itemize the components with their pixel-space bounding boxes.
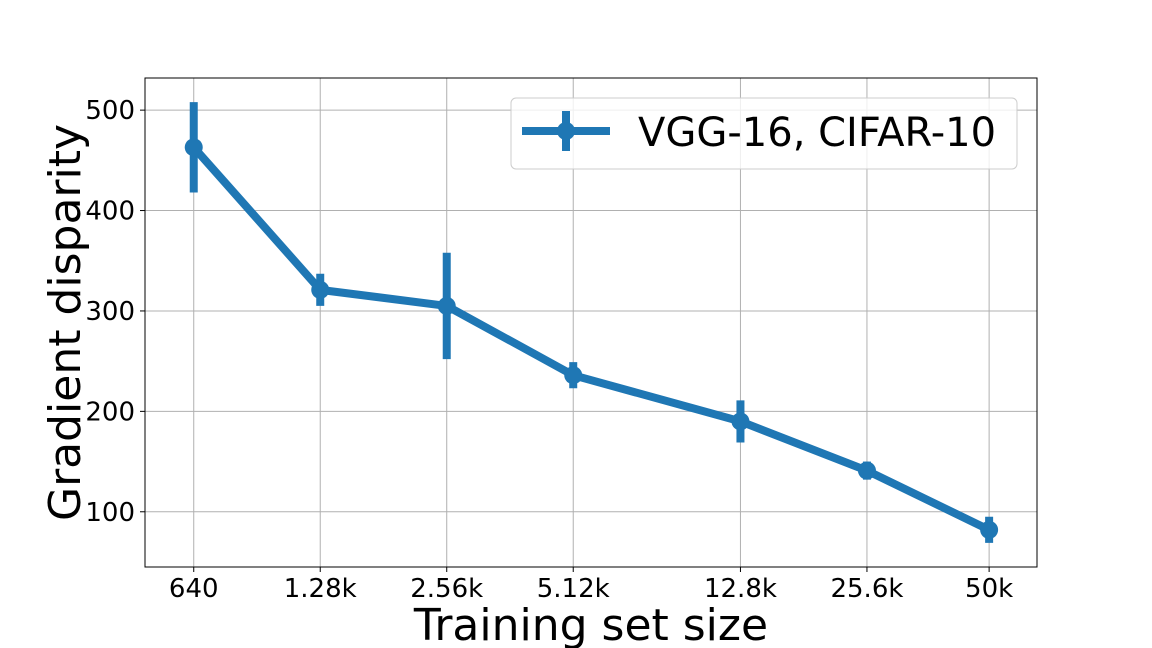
x-tick-label: 2.56k	[410, 574, 483, 604]
y-tick-label: 500	[85, 96, 135, 126]
plot-frame	[144, 77, 1038, 568]
axis-ticks: 640 1.28k 2.56k 5.12k 12.8k 25.6k 50k 100 200 300…	[85, 96, 1013, 604]
x-tick-label: 1.28k	[284, 574, 357, 604]
legend-label: VGG-16, CIFAR-10	[638, 110, 996, 156]
y-tick-label: 400	[85, 197, 135, 227]
legend-box	[510, 97, 1018, 170]
x-tick-label: 25.6k	[830, 574, 903, 604]
x-tick-label: 640	[169, 574, 219, 604]
data-point	[857, 461, 876, 480]
data-point	[311, 280, 330, 299]
y-tick-label: 300	[85, 297, 135, 327]
data-point	[731, 412, 750, 431]
x-tick-label: 5.12k	[537, 574, 610, 604]
x-tick-label: 12.8k	[704, 574, 777, 604]
data-series	[184, 102, 999, 543]
data-point	[564, 366, 583, 385]
y-tick-label: 200	[85, 397, 135, 427]
data-point	[437, 296, 456, 315]
data-point	[184, 138, 203, 157]
x-tick-label: 50k	[965, 574, 1013, 604]
y-tick-label: 100	[85, 498, 135, 528]
legend-marker-swatch	[557, 122, 575, 140]
y-axis-title: Gradient disparity	[40, 124, 91, 521]
legend: VGG-16, CIFAR-10	[510, 97, 1018, 170]
data-point	[980, 520, 999, 539]
x-axis-title: Training set size	[413, 600, 768, 648]
